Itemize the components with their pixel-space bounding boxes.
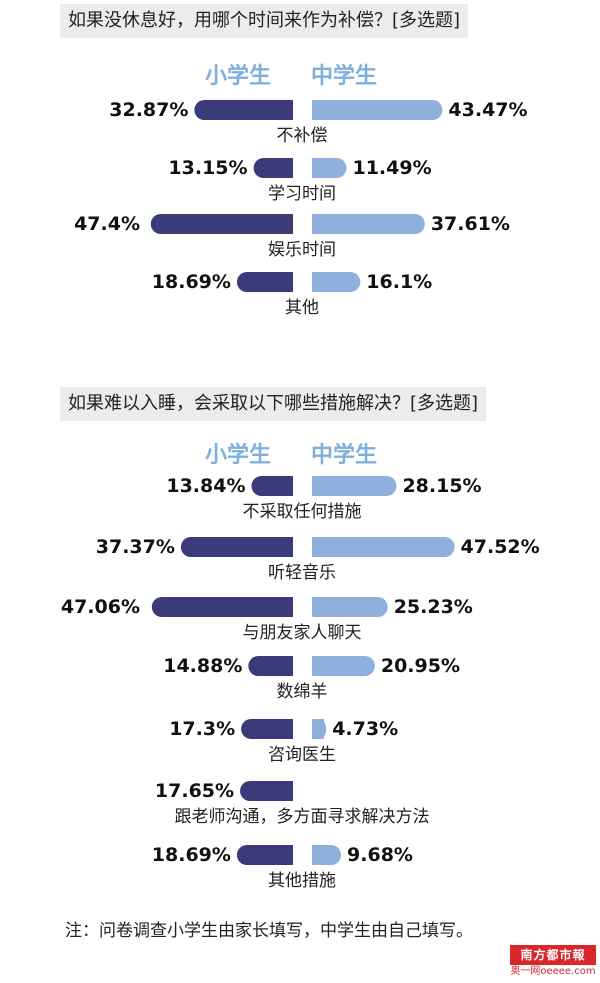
chart1-legend-primary: 小学生 xyxy=(205,64,272,89)
chart1-label-middle-3: 16.1% xyxy=(366,271,433,293)
chart2-category-0: 不采取任何措施 xyxy=(242,502,362,522)
chart1-legend-middle: 中学生 xyxy=(311,64,378,89)
chart1-label-primary-1: 13.15% xyxy=(168,157,248,179)
chart2-category-2: 与朋友家人聊天 xyxy=(242,623,362,643)
chart2-label-primary-6: 18.69% xyxy=(151,844,231,866)
chart1-bar-middle-0-edge xyxy=(312,100,324,120)
chart2-category-3: 数绵羊 xyxy=(276,682,328,702)
chart1-bar-primary-3-edge xyxy=(281,272,293,292)
chart1-bar-primary-2-edge xyxy=(281,214,293,234)
chart2-bar-primary-4 xyxy=(241,719,293,739)
chart2-bar-primary-3-edge xyxy=(281,656,293,676)
logo-title: 南方都市報 xyxy=(510,945,596,965)
chart2-label-middle-1: 47.52% xyxy=(460,536,540,558)
chart1-category-3: 其他 xyxy=(285,298,319,318)
chart2-label-primary-1: 37.37% xyxy=(95,536,175,558)
chart1-label-middle-0: 43.47% xyxy=(448,99,528,121)
chart2-title: 如果难以入睡，会采取以下哪些措施解决？[多选题] xyxy=(60,387,487,421)
chart2-label-middle-3: 20.95% xyxy=(380,655,460,677)
chart2-category-5: 跟老师沟通，多方面寻求解决方法 xyxy=(174,807,430,827)
chart1-bar-primary-1-edge xyxy=(281,158,293,178)
chart1-label-primary-3: 18.69% xyxy=(151,271,231,293)
chart2-category-6: 其他措施 xyxy=(268,871,336,891)
chart2-label-primary-3: 14.88% xyxy=(163,655,243,677)
chart2-bar-middle-4-edge xyxy=(312,719,324,739)
chart2-label-middle-0: 28.15% xyxy=(402,475,482,497)
chart1-bar-primary-3 xyxy=(236,272,293,292)
footnote: 注：问卷调查小学生由家长填写，中学生由自己填写。 xyxy=(65,921,473,941)
chart2-label-primary-0: 13.84% xyxy=(166,475,246,497)
chart2-bar-primary-6-edge xyxy=(281,845,293,865)
chart1-bar-middle-2-edge xyxy=(312,214,324,234)
chart1-bar-primary-0-edge xyxy=(281,100,293,120)
chart2-bar-primary-2 xyxy=(151,597,293,617)
logo-site: 奥一网oeeee.com xyxy=(510,966,596,977)
chart1-bar-middle-0 xyxy=(312,100,443,120)
chart2-label-middle-2: 25.23% xyxy=(393,596,473,618)
chart2-label-primary-5: 17.65% xyxy=(154,780,235,802)
chart2-bar-middle-1-edge xyxy=(312,537,324,557)
chart2-bar-middle-2 xyxy=(312,597,388,617)
chart1-bar-middle-3 xyxy=(312,272,361,292)
chart1-category-1: 学习时间 xyxy=(268,184,336,204)
chart2-bar-middle-0 xyxy=(312,476,397,496)
chart2-label-middle-4: 4.73% xyxy=(332,718,399,740)
chart1-label-primary-0: 32.87% xyxy=(109,99,189,121)
chart2-bar-middle-3-edge xyxy=(312,656,324,676)
chart2-bar-primary-6 xyxy=(236,845,293,865)
chart2-bar-middle-3 xyxy=(312,656,375,676)
chart2-bar-middle-0-edge xyxy=(312,476,324,496)
chart2-bar-middle-6-edge xyxy=(312,845,324,865)
chart2-bar-middle-2-edge xyxy=(312,597,324,617)
chart1-bar-middle-3-edge xyxy=(312,272,324,292)
chart1-bar-middle-2 xyxy=(312,214,425,234)
chart2-bar-primary-1 xyxy=(180,537,293,557)
chart1-bar-middle-1-edge xyxy=(312,158,324,178)
chart2-category-1: 听轻音乐 xyxy=(268,563,336,583)
chart2-label-primary-2: 47.06% xyxy=(60,596,140,618)
chart1-label-middle-1: 11.49% xyxy=(352,157,432,179)
newspaper-logo: 南方都市報 奥一网oeeee.com xyxy=(510,945,596,981)
chart2-legend-primary: 小学生 xyxy=(205,443,272,468)
chart2-bar-primary-5-edge xyxy=(281,781,293,801)
chart2-label-primary-4: 17.3% xyxy=(169,718,236,740)
chart1-category-2: 娱乐时间 xyxy=(268,240,336,260)
chart1-bar-primary-2 xyxy=(150,214,293,234)
chart2-legend-middle: 中学生 xyxy=(311,443,378,468)
chart1-label-primary-2: 47.4% xyxy=(74,213,140,235)
chart2-label-middle-6: 9.68% xyxy=(347,844,413,866)
chart2-bar-primary-1-edge xyxy=(281,537,293,557)
chart2-bar-primary-4-edge xyxy=(281,719,293,739)
chart1-label-middle-2: 37.61% xyxy=(430,213,510,235)
chart2-bar-primary-0-edge xyxy=(281,476,293,496)
chart2-bar-primary-2-edge xyxy=(281,597,293,617)
chart1-bar-primary-0 xyxy=(194,100,293,120)
chart1-category-0: 不补偿 xyxy=(276,126,328,146)
chart2-bar-middle-1 xyxy=(312,537,455,557)
chart2-bar-primary-5 xyxy=(240,781,293,801)
chart2-category-4: 咨询医生 xyxy=(268,745,336,765)
chart1-title: 如果没休息好，用哪个时间来作为补偿？[多选题] xyxy=(60,4,469,38)
